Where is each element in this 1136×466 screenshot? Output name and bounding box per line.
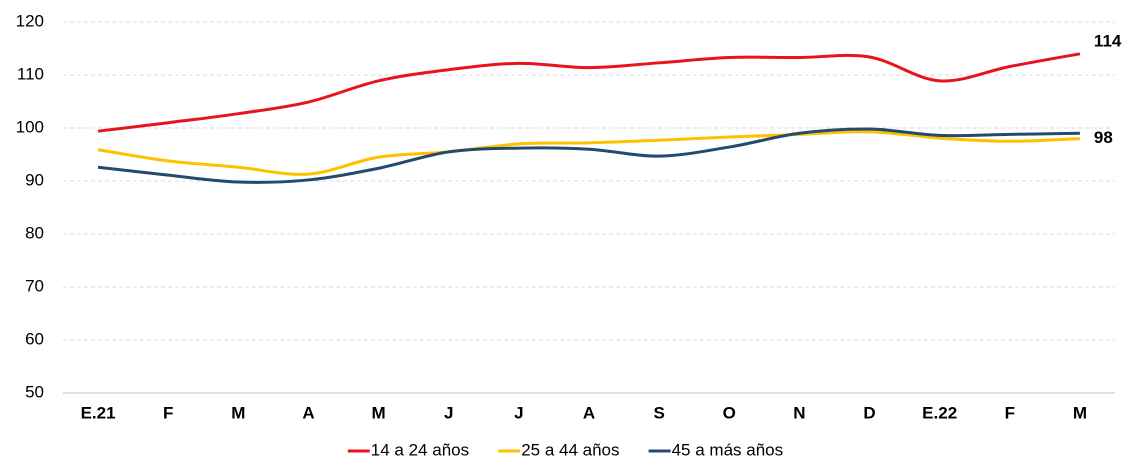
y-tick-label: 110 [17, 64, 44, 83]
x-tick-label: F [163, 403, 173, 422]
y-tick-label: 70 [25, 276, 44, 295]
x-tick-label: E.21 [81, 403, 116, 422]
y-tick-label: 90 [25, 170, 44, 189]
x-tick-label: A [583, 403, 595, 422]
x-tick-label: M [1073, 403, 1087, 422]
legend-label: 45 a más años [672, 440, 784, 459]
y-tick-label: 120 [16, 11, 44, 30]
x-tick-label: F [1005, 403, 1015, 422]
x-tick-label: S [653, 403, 664, 422]
x-tick-label: O [723, 403, 736, 422]
line [97, 130, 1080, 176]
legend-label: 25 a 44 años [521, 440, 619, 459]
x-tick-label: M [231, 403, 245, 422]
x-tick-label: A [302, 403, 314, 422]
x-tick-label: J [514, 403, 523, 422]
y-tick-label: 60 [25, 329, 44, 348]
x-tick-label: M [372, 403, 386, 422]
y-tick-label: 80 [25, 223, 44, 242]
x-tick-label: J [444, 403, 453, 422]
y-tick-label: 50 [25, 382, 44, 401]
data-label: 114 [1094, 31, 1122, 50]
x-tick-label: N [793, 403, 805, 422]
x-tick-label: D [863, 403, 875, 422]
line [97, 52, 1081, 133]
line [97, 127, 1080, 184]
x-tick-label: E.22 [922, 403, 957, 422]
data-label: 98 [1094, 128, 1113, 147]
y-tick-label: 100 [16, 117, 44, 136]
legend-label: 14 a 24 años [371, 440, 469, 459]
